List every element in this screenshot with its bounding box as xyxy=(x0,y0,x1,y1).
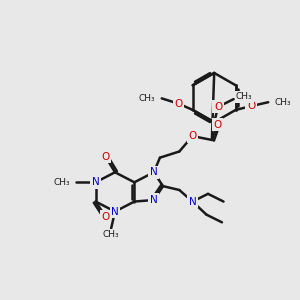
Text: CH₃: CH₃ xyxy=(274,98,291,107)
Text: O: O xyxy=(102,212,110,222)
Text: CH₃: CH₃ xyxy=(236,92,253,101)
Text: CH₃: CH₃ xyxy=(103,230,119,239)
Text: CH₃: CH₃ xyxy=(139,94,155,103)
Text: N: N xyxy=(92,177,100,187)
Text: O: O xyxy=(214,102,222,112)
Text: O: O xyxy=(188,131,196,141)
Text: O: O xyxy=(247,101,255,111)
Text: N: N xyxy=(189,196,196,206)
Text: O: O xyxy=(175,99,183,109)
Text: N: N xyxy=(150,167,158,177)
Text: N: N xyxy=(150,195,158,205)
Text: CH₃: CH₃ xyxy=(53,178,70,187)
Text: O: O xyxy=(102,152,110,162)
Text: O: O xyxy=(213,119,221,130)
Text: N: N xyxy=(111,207,119,217)
